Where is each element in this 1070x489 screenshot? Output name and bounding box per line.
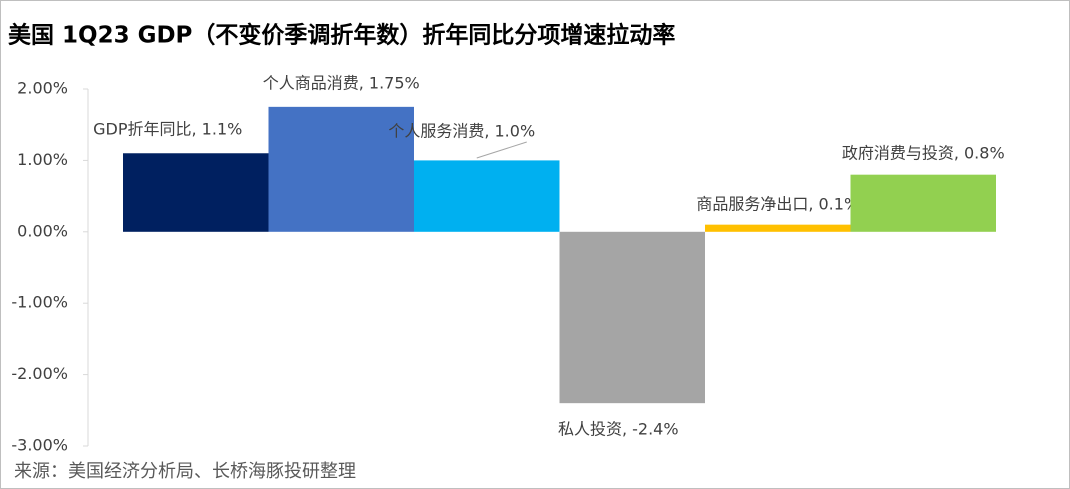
bar <box>414 160 560 232</box>
bar <box>268 106 414 232</box>
y-tick-label: -2.00% <box>11 364 68 383</box>
data-label: 个人商品消费, 1.75% <box>263 74 420 93</box>
bar <box>559 231 705 404</box>
data-label: 私人投资, -2.4% <box>558 420 679 439</box>
y-tick-label: -3.00% <box>11 436 68 455</box>
leader-line <box>476 141 527 159</box>
data-label: 个人服务消费, 1.0% <box>388 122 535 141</box>
bar <box>850 174 996 232</box>
data-label: GDP折年同比, 1.1% <box>93 120 242 139</box>
y-tick-label: 2.00% <box>17 79 68 98</box>
y-tick-label: 1.00% <box>17 150 68 169</box>
y-tick-label: 0.00% <box>17 221 68 240</box>
y-tick-label: -1.00% <box>11 293 68 312</box>
data-label: 商品服务净出口, 0.1% <box>696 195 859 214</box>
bar <box>123 153 269 232</box>
source: 来源：美国经济分析局、长桥海豚投研整理 <box>14 461 356 482</box>
bar <box>705 224 851 232</box>
data-label: 政府消费与投资, 0.8% <box>842 144 1005 163</box>
chart-title: 美国 1Q23 GDP（不变价季调折年数）折年同比分项增速拉动率 <box>8 22 675 49</box>
